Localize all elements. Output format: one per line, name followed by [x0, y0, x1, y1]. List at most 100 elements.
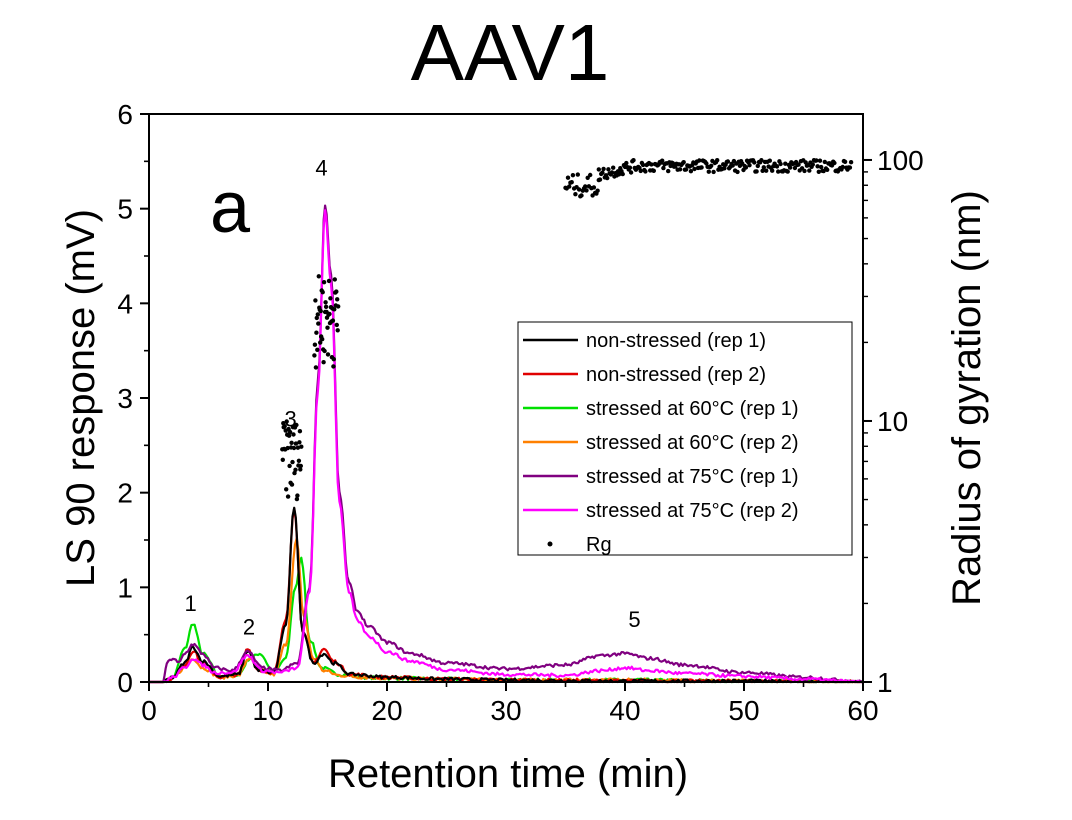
legend-label: non-stressed (rep 1) — [586, 330, 766, 352]
rg-point — [822, 159, 827, 165]
x-axis-label: Retention time (min) — [328, 752, 688, 796]
rg-point — [787, 165, 793, 170]
rg-point — [298, 467, 303, 472]
rg-point — [711, 169, 716, 175]
rg-point — [335, 328, 340, 333]
y-axis: 0 1 2 3 4 5 6 — [117, 99, 149, 698]
rg-point — [670, 161, 676, 166]
rg-point — [585, 175, 590, 180]
rg-point — [287, 463, 292, 469]
rg-point — [814, 158, 819, 163]
rg-point — [293, 441, 299, 446]
rg-point — [287, 429, 293, 435]
x-tick-label: 20 — [371, 695, 402, 726]
rg-point — [284, 419, 289, 424]
rg-point — [624, 160, 629, 166]
rg-point — [692, 166, 697, 172]
peak-label: 1 — [185, 591, 197, 616]
rg-point — [312, 342, 318, 347]
rg-point — [628, 170, 634, 175]
series-line-5 — [149, 204, 863, 684]
rg-point — [767, 158, 772, 163]
rg-point — [285, 445, 290, 451]
rg-point — [631, 158, 636, 163]
y2-axis-label: Radius of gyration (nm) — [945, 190, 989, 606]
rg-point — [600, 170, 605, 175]
rg-point — [774, 164, 780, 169]
rg-point — [616, 172, 622, 177]
rg-point — [620, 171, 625, 177]
rg-point — [289, 482, 295, 487]
rg-point — [605, 175, 610, 181]
rg-point — [796, 162, 801, 167]
rg-point — [783, 161, 788, 166]
rg-point — [312, 353, 317, 358]
y-tick-label: 0 — [117, 667, 133, 698]
x-tick-label: 0 — [141, 695, 157, 726]
rg-point — [294, 422, 299, 428]
rg-point — [752, 160, 757, 165]
rg-point — [747, 163, 752, 168]
rg-point — [596, 167, 601, 172]
rg-point — [565, 175, 571, 180]
rg-point — [285, 494, 291, 499]
rg-point — [660, 158, 665, 163]
rg-point — [321, 280, 327, 285]
rg-point — [295, 493, 300, 498]
rg-point — [704, 161, 709, 166]
y2-tick-label: 10 — [877, 406, 908, 437]
rg-point — [331, 364, 336, 369]
legend-label: stressed at 60°C (rep 1) — [586, 398, 799, 420]
rg-point — [318, 340, 323, 345]
rg-point — [573, 192, 578, 197]
rg-point — [325, 352, 331, 357]
rg-point — [323, 300, 328, 305]
rg-point — [627, 165, 633, 170]
rg-point — [697, 158, 702, 163]
plot-lines — [149, 204, 864, 684]
rg-point — [661, 165, 666, 171]
peak-label: 2 — [243, 615, 255, 640]
rg-point — [314, 330, 319, 335]
rg-point — [848, 160, 854, 165]
rg-point — [318, 308, 323, 314]
rg-point — [840, 164, 845, 170]
legend-box — [517, 321, 853, 556]
legend-label: Rg — [586, 534, 612, 556]
rg-point — [755, 163, 760, 169]
rg-point — [597, 177, 603, 182]
rg-point — [683, 167, 689, 172]
rg-point — [709, 163, 714, 168]
x-tick-label: 30 — [490, 695, 521, 726]
x-tick-label: 50 — [728, 695, 759, 726]
rg-point — [320, 337, 325, 342]
rg-point — [320, 290, 325, 295]
rg-point — [335, 297, 340, 302]
rg-point — [591, 185, 597, 190]
rg-point — [290, 459, 295, 465]
rg-point — [832, 160, 837, 166]
rg-point — [567, 184, 572, 189]
rg-point — [638, 168, 643, 174]
y-tick-label: 6 — [117, 99, 133, 130]
rg-point — [579, 193, 584, 198]
rg-point — [298, 463, 303, 469]
rg-point — [334, 289, 339, 294]
rg-point — [847, 165, 853, 170]
rg-point — [296, 458, 302, 463]
rg-point — [313, 298, 318, 303]
rg-point — [816, 169, 821, 174]
rg-point — [706, 169, 711, 174]
y2-tick-label: 1 — [877, 667, 893, 698]
rg-point — [817, 158, 823, 163]
rg-point — [321, 360, 326, 365]
rg-point — [778, 161, 783, 167]
rg-point — [770, 168, 775, 173]
rg-point — [754, 169, 759, 174]
legend-label: stressed at 75°C (rep 2) — [586, 500, 799, 522]
rg-point — [735, 169, 740, 175]
rg-point — [611, 165, 616, 170]
y2-axis: 1 10 100 — [863, 145, 924, 698]
y-tick-label: 3 — [117, 383, 133, 414]
